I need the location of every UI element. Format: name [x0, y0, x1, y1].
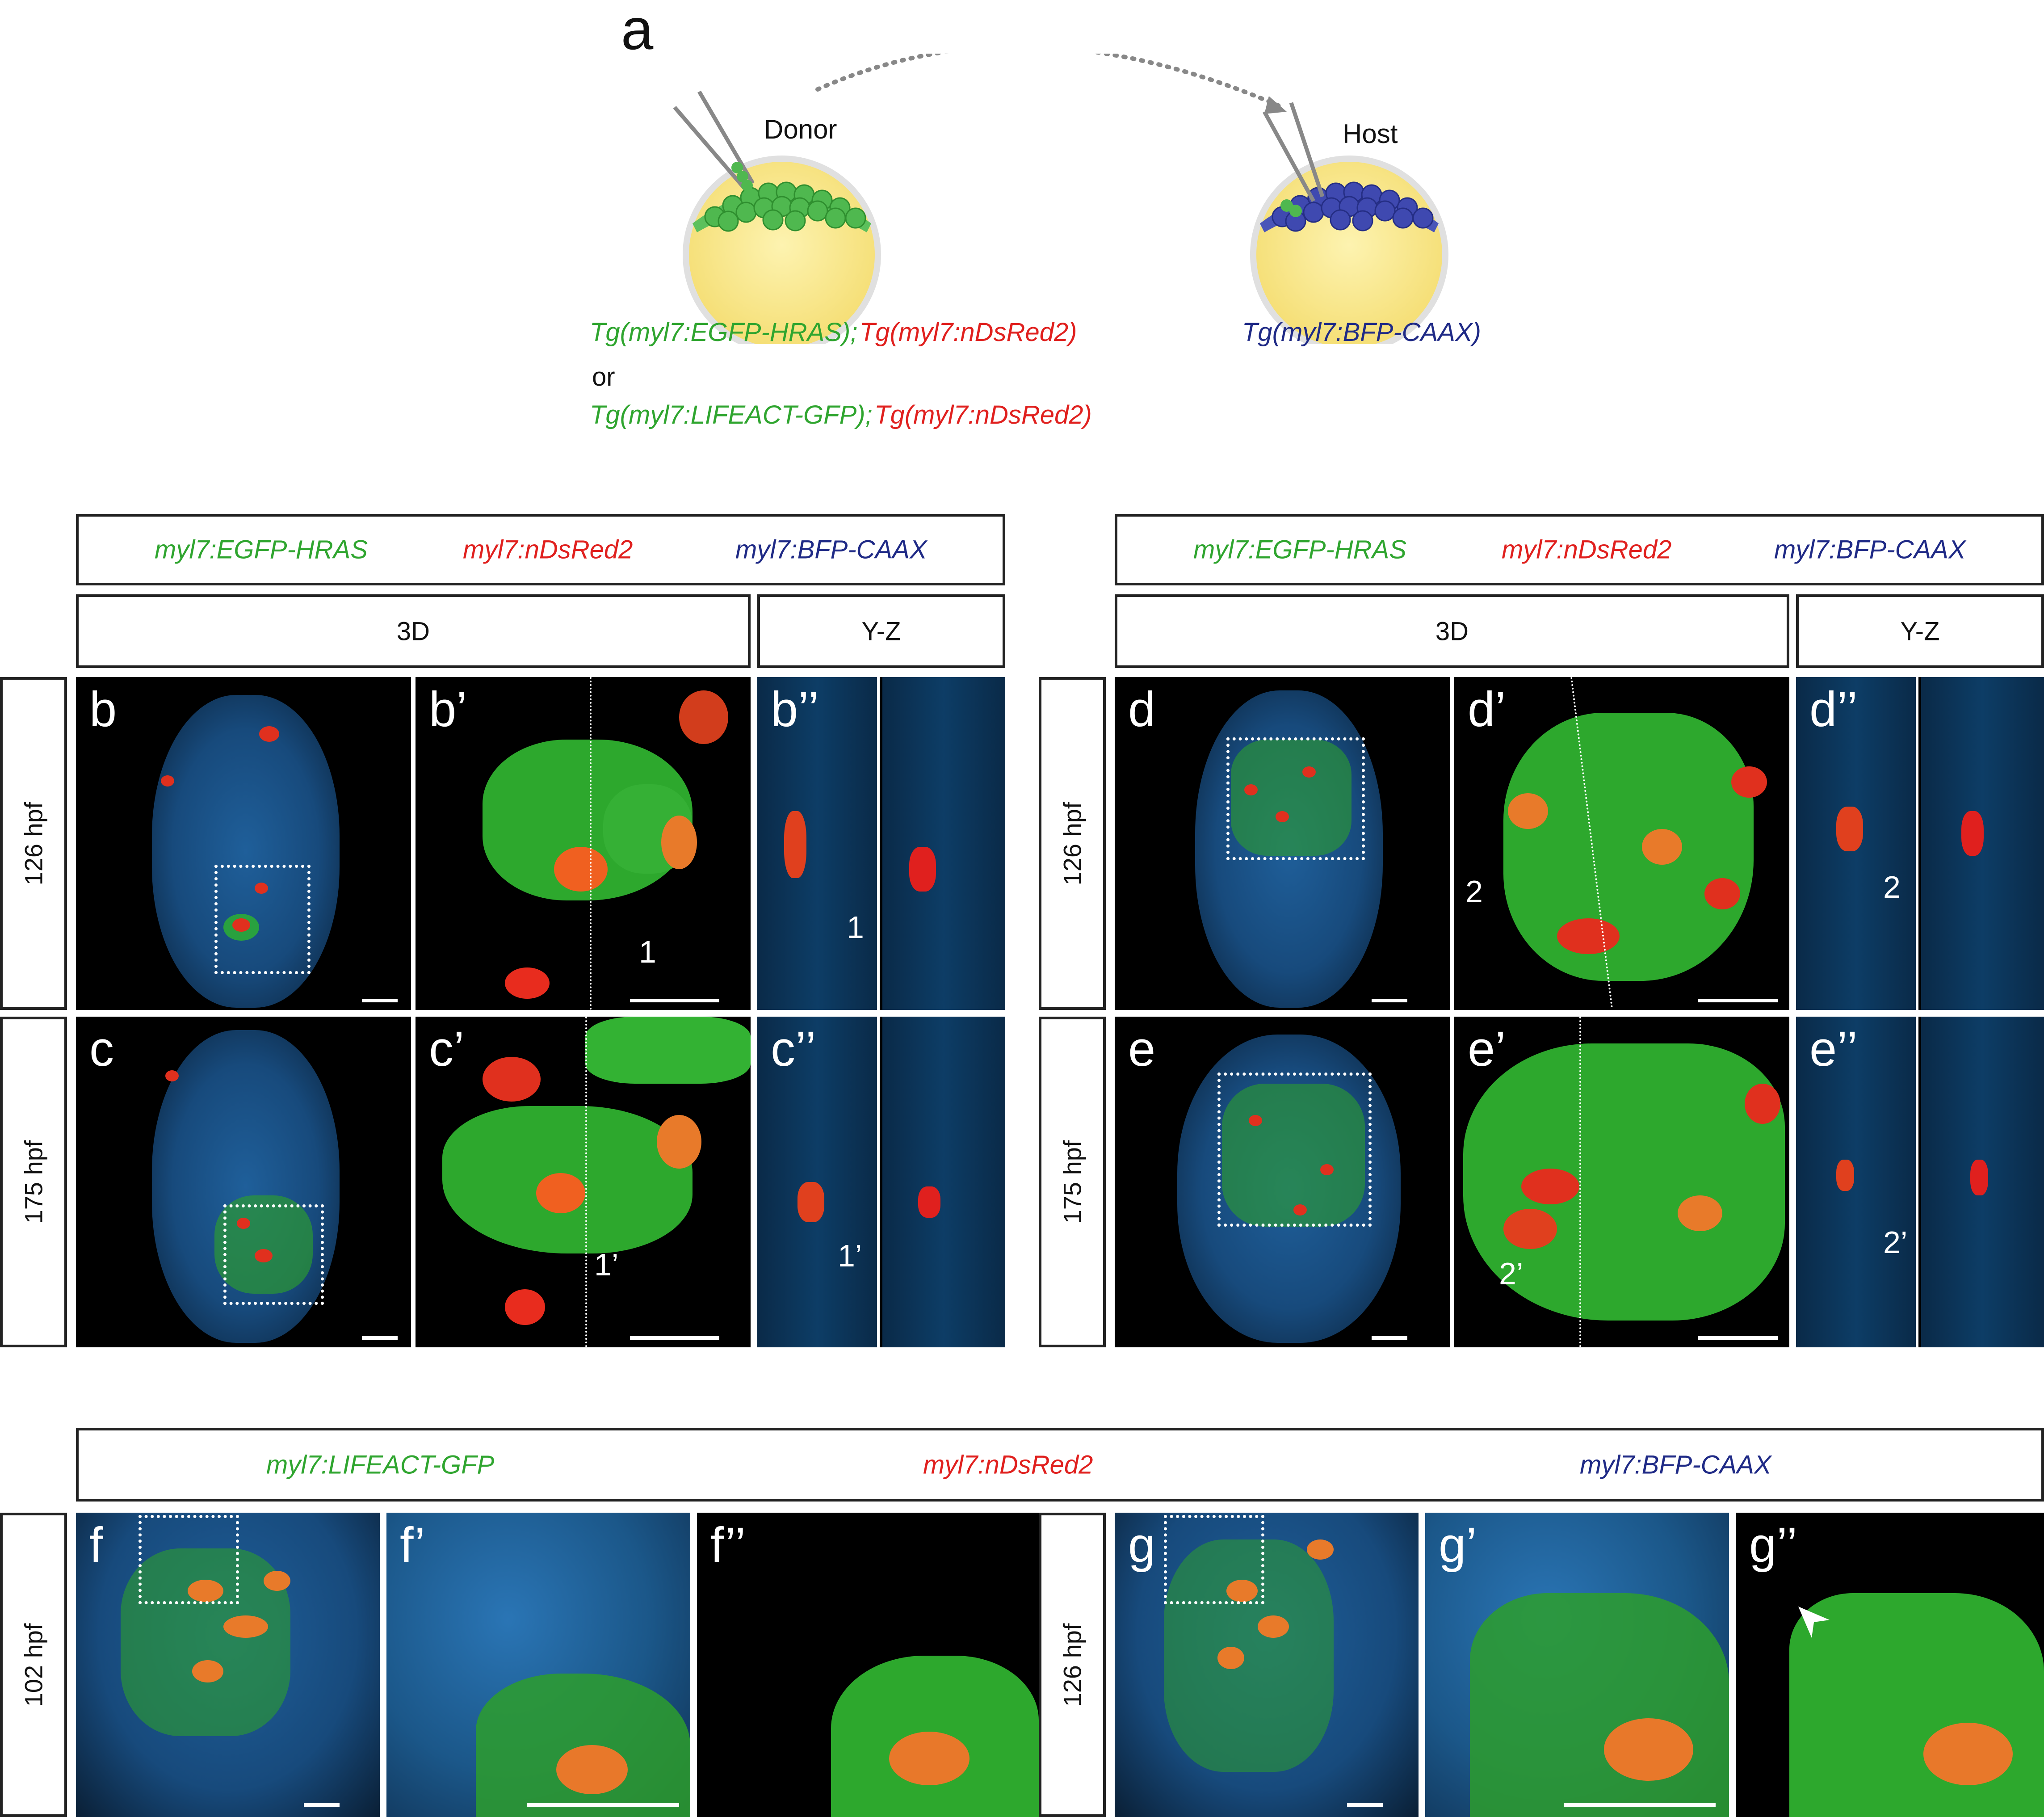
image-panel-d-prime: d’ 2	[1454, 677, 1789, 1010]
panel-label-g-prime: g’	[1439, 1518, 1477, 1573]
image-panel-c: c	[76, 1017, 411, 1347]
image-panel-f-double-prime: f’’	[697, 1513, 1039, 1817]
cell-label-2: 2	[1465, 874, 1483, 909]
view-yz-label: Y-Z	[861, 617, 901, 646]
host-line: Tg(myl7:BFP-CAAX)	[1242, 318, 1481, 347]
image-panel-g-prime: g’	[1425, 1513, 1729, 1817]
legend-lifeact-bfp: myl7:BFP-CAAX	[1580, 1450, 1771, 1479]
time-label-b: 126 hpf	[0, 677, 67, 1010]
image-panel-e-prime: e’ 2’	[1454, 1017, 1789, 1347]
donor-line-1-gfp: Tg(myl7:EGFP-HRAS)	[590, 318, 851, 347]
time-label-e: 175 hpf	[1039, 1017, 1106, 1347]
legend-lifeact: myl7:LIFEACT-GFP myl7:nDsRed2 myl7:BFP-C…	[76, 1428, 2044, 1502]
panel-label-c: c	[89, 1022, 114, 1077]
legend-hras-right: myl7:EGFP-HRAS myl7:nDsRed2 myl7:BFP-CAA…	[1115, 514, 2044, 585]
panel-label-e: e	[1128, 1022, 1156, 1077]
panel-label-e-prime: e’	[1468, 1022, 1506, 1077]
view-yz-header-left: Y-Z	[757, 594, 1005, 668]
donor-line-1-sep: ;	[850, 318, 858, 347]
image-panel-e: e	[1115, 1017, 1450, 1347]
cell-label-1-prime-yz: 1’	[838, 1238, 862, 1273]
panel-label-d-double-prime: d’’	[1809, 682, 1858, 737]
donor-label: Donor	[764, 114, 837, 144]
view-3d-header-left: 3D	[76, 594, 751, 668]
donor-line-2-dsred: Tg(myl7:nDsRed2)	[874, 400, 1092, 429]
cell-label-2-prime-yz: 2’	[1883, 1225, 1908, 1260]
panel-label-b-prime: b’	[429, 682, 467, 737]
image-panel-d-double-prime: d’’ 2	[1796, 677, 2044, 1010]
image-panel-d: d	[1115, 677, 1450, 1010]
legend-dsred: myl7:nDsRed2	[463, 535, 633, 564]
time-label-c: 175 hpf	[0, 1017, 67, 1347]
cell-label-1-yz: 1	[847, 910, 864, 945]
panel-label-f: f	[89, 1518, 103, 1573]
panel-a-letter: a	[621, 0, 654, 62]
image-panel-f: f	[76, 1513, 380, 1817]
image-panel-b: b	[76, 677, 411, 1010]
view-yz-header-right: Y-Z	[1796, 594, 2044, 668]
image-panel-c-prime: c’ 1’	[416, 1017, 751, 1347]
panel-label-d-prime: d’	[1468, 682, 1506, 737]
image-panel-b-prime: b’ 1	[416, 677, 751, 1010]
donor-line-2: Tg(myl7:LIFEACT-GFP); Tg(myl7:nDsRed2)	[590, 400, 1092, 430]
panel-label-f-double-prime: f’’	[710, 1518, 746, 1573]
legend-bfp: myl7:BFP-CAAX	[735, 535, 927, 564]
panel-label-c-double-prime: c’’	[771, 1022, 816, 1077]
host-label: Host	[1343, 119, 1398, 149]
cell-label-2-prime: 2’	[1499, 1256, 1524, 1291]
panel-label-g-double-prime: g’’	[1749, 1518, 1798, 1573]
view-3d-label: 3D	[396, 617, 430, 646]
time-label-f: 102 hpf	[0, 1513, 67, 1817]
donor-or: or	[592, 362, 615, 391]
legend-gfp: myl7:EGFP-HRAS	[155, 535, 368, 564]
image-panel-b-double-prime: b’’ 1	[757, 677, 1005, 1010]
view-3d-header-right: 3D	[1115, 594, 1789, 668]
image-panel-g-double-prime: g’’	[1736, 1513, 2044, 1817]
arrowhead-icon	[1798, 1607, 1830, 1638]
panel-label-f-prime: f’	[400, 1518, 425, 1573]
transplant-schematic: Donor Host	[673, 54, 1448, 344]
image-panel-c-double-prime: c’’ 1’	[757, 1017, 1005, 1347]
donor-line-2-sep: ;	[865, 400, 873, 429]
time-label-d: 126 hpf	[1039, 677, 1106, 1010]
image-panel-e-double-prime: e’’ 2’	[1796, 1017, 2044, 1347]
donor-line-1: Tg(myl7:EGFP-HRAS); Tg(myl7:nDsRed2)	[590, 317, 1077, 347]
panel-label-g: g	[1128, 1518, 1156, 1573]
image-panel-g: g	[1115, 1513, 1419, 1817]
panel-label-d: d	[1128, 682, 1156, 737]
legend-gfp-right: myl7:EGFP-HRAS	[1193, 535, 1406, 564]
legend-dsred-right: myl7:nDsRed2	[1502, 535, 1672, 564]
legend-hras-left: myl7:EGFP-HRAS myl7:nDsRed2 myl7:BFP-CAA…	[76, 514, 1005, 585]
donor-line-2-gfp: Tg(myl7:LIFEACT-GFP)	[590, 400, 865, 429]
donor-line-1-dsred: Tg(myl7:nDsRed2)	[859, 318, 1077, 347]
legend-bfp-right: myl7:BFP-CAAX	[1774, 535, 1966, 564]
cell-label-1-prime: 1’	[594, 1247, 619, 1282]
time-label-g: 126 hpf	[1039, 1513, 1106, 1817]
cell-label-2-yz: 2	[1883, 870, 1901, 904]
legend-lifeact-gfp: myl7:LIFEACT-GFP	[266, 1450, 495, 1479]
panel-label-e-double-prime: e’’	[1809, 1022, 1858, 1077]
panel-label-b: b	[89, 682, 117, 737]
cell-label-1: 1	[639, 934, 656, 969]
panel-label-c-prime: c’	[429, 1022, 465, 1077]
panel-label-b-double-prime: b’’	[771, 682, 819, 737]
transfer-arrow	[815, 54, 1284, 109]
legend-lifeact-dsred: myl7:nDsRed2	[923, 1450, 1093, 1479]
image-panel-f-prime: f’	[386, 1513, 690, 1817]
